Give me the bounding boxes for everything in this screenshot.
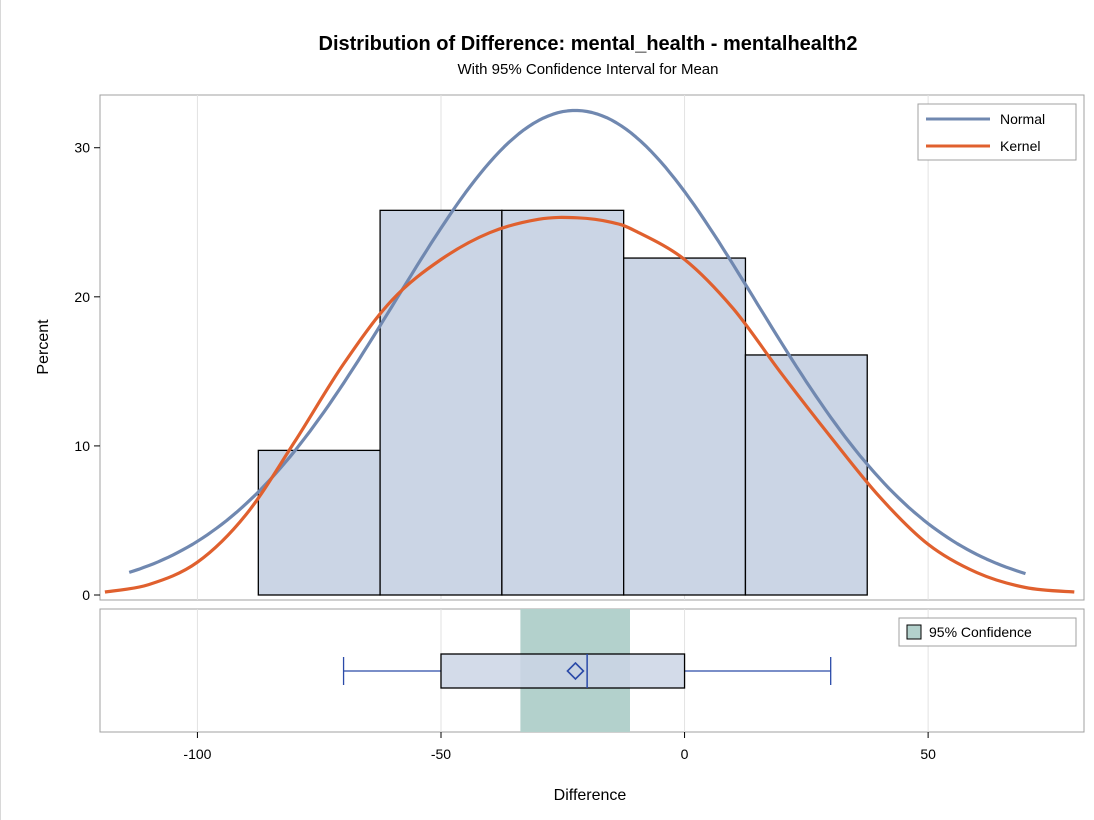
boxplot xyxy=(342,653,832,689)
chart-subtitle: With 95% Confidence Interval for Mean xyxy=(458,61,719,78)
legend-kernel-label: Kernel xyxy=(1000,138,1040,154)
x-tick-label: 50 xyxy=(920,746,936,762)
histogram-bar xyxy=(379,209,503,596)
legend-normal-label: Normal xyxy=(1000,111,1045,127)
y-tick-label: 20 xyxy=(74,289,90,305)
histogram-bar xyxy=(257,449,381,596)
legend-confidence-swatch xyxy=(906,624,922,640)
confidence-legend-box xyxy=(898,617,1077,647)
density-legend: Normal Kernel xyxy=(917,103,1077,161)
x-axis-label: Difference xyxy=(554,787,627,804)
histogram-bar xyxy=(623,257,747,596)
legend-confidence-label: 95% Confidence xyxy=(929,624,1032,640)
density-legend-box xyxy=(917,103,1077,161)
mean-marker xyxy=(566,661,585,681)
x-tick-label: -100 xyxy=(183,746,211,762)
confidence-legend: 95% Confidence xyxy=(898,617,1077,647)
normal-curve xyxy=(128,108,1026,576)
x-tick-label: 0 xyxy=(681,746,689,762)
y-tick-label: 10 xyxy=(74,438,90,454)
y-axis-ticks: 0 10 20 30 xyxy=(74,140,100,603)
y-tick-label: 0 xyxy=(82,587,90,603)
x-tick-label: -50 xyxy=(431,746,451,762)
histogram-bar xyxy=(744,354,868,596)
chart-title: Distribution of Difference: mental_healt… xyxy=(319,33,858,55)
density-curves xyxy=(104,108,1075,594)
y-tick-label: 30 xyxy=(74,140,90,156)
iqr-box xyxy=(440,653,686,689)
y-axis-label: Percent xyxy=(35,319,52,375)
kernel-curve xyxy=(104,215,1075,594)
histogram-bar xyxy=(501,209,625,596)
histogram-bars xyxy=(257,209,868,596)
x-axis-ticks: -100 -50 0 50 xyxy=(183,732,936,762)
